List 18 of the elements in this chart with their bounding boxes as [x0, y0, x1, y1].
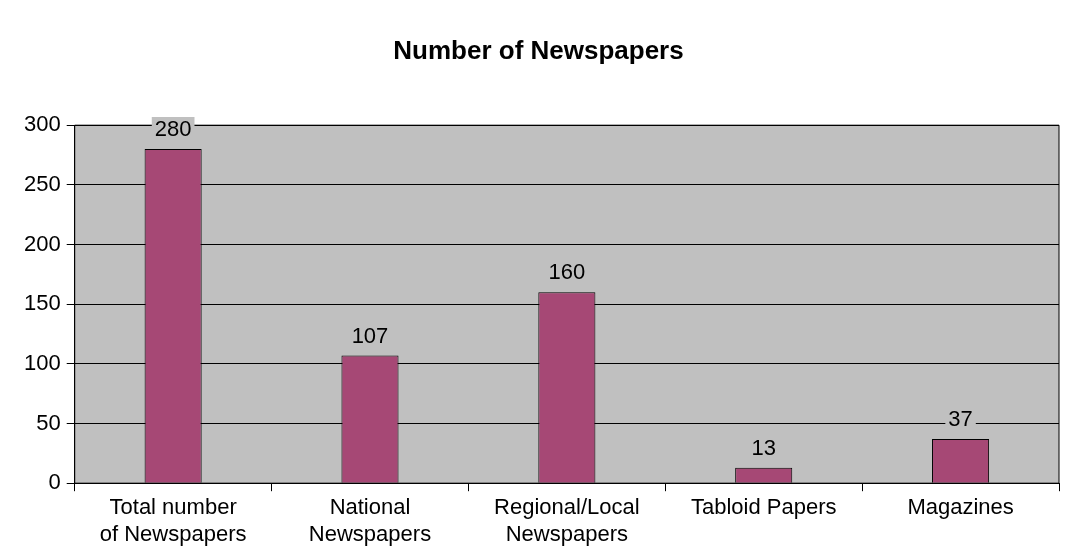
data-label: 13 [751, 434, 776, 460]
data-label: 37 [948, 406, 973, 432]
y-tick-label: 50 [36, 409, 61, 435]
x-tick-label: Tabloid Papers [690, 494, 837, 520]
data-label: 107 [351, 322, 389, 348]
y-tick-label: 200 [23, 230, 61, 256]
data-label: 280 [154, 116, 192, 142]
x-tick-label: Magazines [907, 494, 1014, 520]
chart-title: Number of Newspapers [393, 34, 684, 65]
y-tick-label: 300 [23, 111, 61, 137]
y-tick-label: 0 [48, 469, 61, 495]
x-tick-label: Regional/Local Newspapers [494, 494, 640, 546]
y-tick-label: 150 [23, 290, 61, 316]
y-tick-label: 100 [23, 349, 61, 375]
data-label: 160 [548, 259, 586, 285]
x-tick-label: National Newspapers [308, 494, 432, 546]
y-tick-label: 250 [23, 170, 61, 196]
x-tick-label: Total number of Newspapers [99, 494, 247, 546]
